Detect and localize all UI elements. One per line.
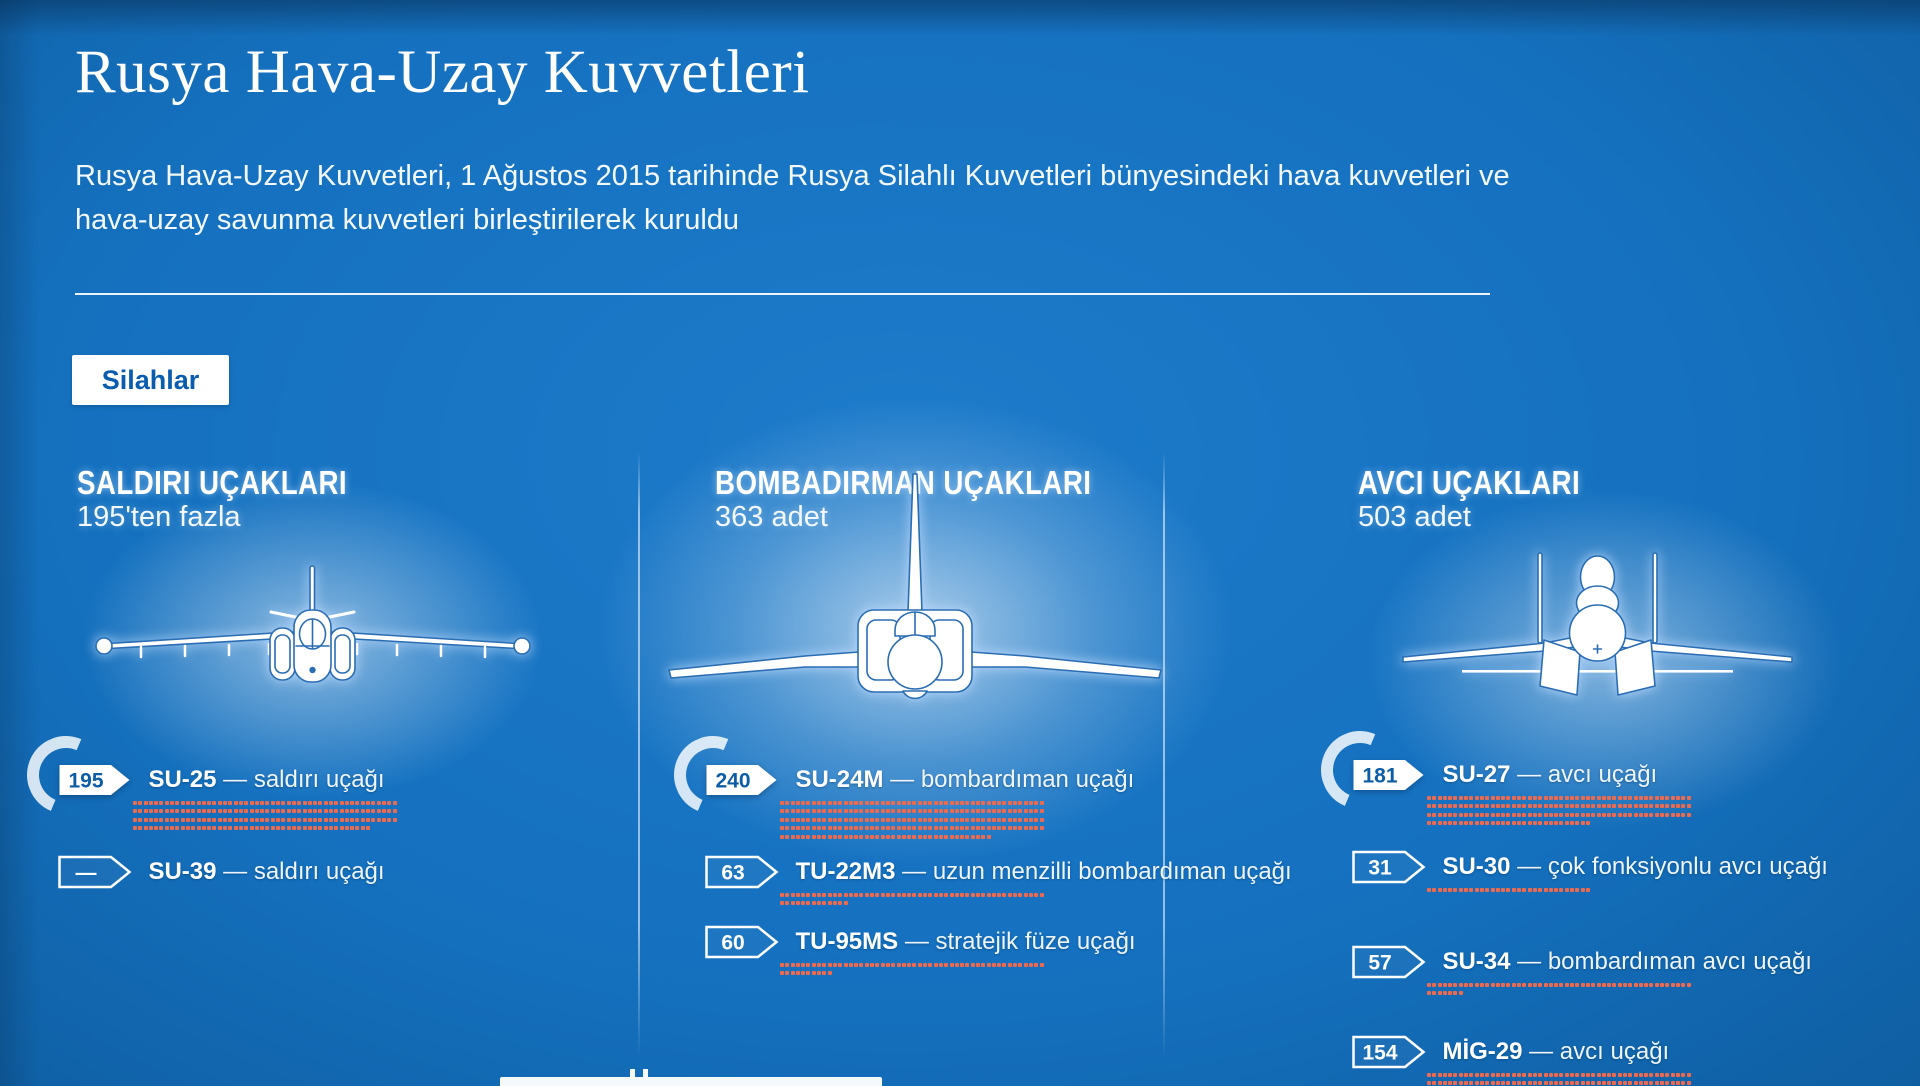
column-title: AVCI UÇAKLARI [1358,464,1581,501]
unit-dots [780,893,1045,910]
column-title: SALDIRI UÇAKLARI [77,464,348,501]
attack-aircraft-front-icon [95,565,531,683]
aircraft-list-item: 240 SU-24M — bombardıman uçağı [662,724,1134,839]
aircraft-list-item: 63 TU-22M3 — uzun menzilli bombardıman u… [705,855,1292,906]
aircraft-desc: — stratejik füze uçağı [904,928,1136,955]
column-attack-aircraft: SALDIRI UÇAKLARI 195'ten fazla 195 SU-25… [15,0,638,1086]
aircraft-list-item: 195 SU-25 — saldırı uçağı [15,724,397,831]
page-subtitle: Rusya Hava-Uzay Kuvvetleri, 1 Ağustos 20… [75,160,1510,236]
aircraft-model: SU-27 [1442,761,1511,788]
aircraft-model: SU-34 [1442,948,1511,975]
aircraft-model: TU-95MS [795,928,899,955]
aircraft-model: SU-30 [1442,853,1511,880]
aircraft-desc: — saldırı uçağı [223,766,385,793]
count-value: 60 [721,932,744,955]
column-title: BOMBADIRMAN UÇAKLARI [715,464,1092,501]
aircraft-desc: — uzun menzilli bombardıman uçağı [902,858,1292,885]
fighter-aircraft-front-icon [1402,552,1793,696]
aircraft-label: TU-95MS — stratejik füze uçağı [795,925,1135,959]
column-subtitle: 503 adet [1358,501,1471,533]
count-value: 63 [721,862,744,885]
unit-dots [133,801,398,835]
aircraft-label: SU-39 — saldırı uçağı [148,855,384,889]
column-divider [638,452,640,1057]
page-title: Rusya Hava-Uzay Kuvvetleri [75,39,810,106]
aircraft-list: 240 SU-24M — bombardıman uçağı 63 TU-22M… [662,0,1292,1086]
unit-dots [1427,983,1692,1000]
count-value: 240 [715,770,750,793]
count-badge: — [58,855,132,889]
aircraft-label: SU-24M — bombardıman uçağı [795,763,1134,797]
aircraft-label: SU-34 — bombardıman avcı uçağı [1442,945,1812,979]
count-badge: 31 [1352,850,1426,884]
aircraft-desc: — avcı uçağı [1529,1038,1670,1065]
aircraft-model: MİG-29 [1442,1038,1523,1065]
aircraft-list: 181 SU-27 — avcı uçağı 31 SU-30 — çok fo… [1309,0,1920,1086]
aircraft-list-item: 181 SU-27 — avcı uçağı [1309,719,1691,826]
aircraft-desc: — bombardıman avcı uçağı [1517,948,1812,975]
aircraft-model: SU-39 [148,858,217,885]
aircraft-label: SU-25 — saldırı uçağı [148,763,384,797]
column-subtitle: 195'ten fazla [77,501,241,533]
column-divider [1163,452,1165,1057]
column-fighter-aircraft: AVCI UÇAKLARI 503 adet 181 SU-27 — avcı … [1309,0,1920,1086]
count-badge: 195 [59,765,130,795]
aircraft-model: SU-25 [148,766,217,793]
section-tab-label: Silahlar [101,364,200,395]
section-tab-silahlar[interactable]: Silahlar [72,355,229,405]
aircraft-desc: — bombardıman uçağı [890,766,1135,793]
count-badge: 63 [705,855,779,889]
aircraft-list-item: 60 TU-95MS — stratejik füze uçağı [705,925,1136,976]
aircraft-desc: — saldırı uçağı [223,858,385,885]
aircraft-model: TU-22M3 [795,858,896,885]
partial-bottom-element [500,1077,882,1086]
partial-bottom-letter-top [643,1069,648,1078]
count-badge: 57 [1352,945,1426,979]
count-value: 195 [68,770,103,793]
horizontal-divider [75,293,1490,295]
aircraft-list: 195 SU-25 — saldırı uçağı — SU-39 — sald… [15,0,638,1086]
unit-dots [1427,888,1591,896]
unit-dots [1427,1073,1692,1086]
unit-dots [1427,796,1692,830]
aircraft-list-item: — SU-39 — saldırı uçağı [58,855,385,889]
aircraft-desc: — çok fonksiyonlu avcı uçağı [1517,853,1828,880]
unit-dots [780,801,1045,843]
count-badge: 240 [706,765,777,795]
unit-dots [780,963,1045,980]
top-vignette [0,0,1920,36]
left-vignette [0,0,40,1086]
aircraft-label: SU-30 — çok fonksiyonlu avcı uçağı [1442,850,1828,884]
bomber-aircraft-front-icon [668,473,1162,700]
count-badge: 181 [1353,760,1424,790]
count-value: 181 [1362,765,1397,788]
aircraft-label: TU-22M3 — uzun menzilli bombardıman uçağ… [795,855,1291,889]
aircraft-model: SU-24M [795,766,884,793]
aircraft-list-item: 154 MİG-29 — avcı uçağı [1352,1035,1691,1086]
count-value: — [76,862,97,885]
column-subtitle: 363 adet [715,501,828,533]
partial-bottom-letter-top [630,1069,635,1078]
column-bomber-aircraft: BOMBADIRMAN UÇAKLARI 363 adet 240 SU-24M… [662,0,1292,1086]
count-badge: 60 [705,925,779,959]
aircraft-desc: — avcı uçağı [1517,761,1658,788]
count-value: 31 [1368,857,1392,880]
aircraft-label: MİG-29 — avcı uçağı [1442,1035,1669,1069]
aircraft-label: SU-27 — avcı uçağı [1442,758,1657,792]
aircraft-list-item: 57 SU-34 — bombardıman avcı uçağı [1352,945,1812,996]
count-value: 57 [1368,952,1391,975]
count-value: 154 [1362,1042,1397,1065]
aircraft-list-item: 31 SU-30 — çok fonksiyonlu avcı uçağı [1352,850,1828,892]
count-badge: 154 [1352,1035,1426,1069]
